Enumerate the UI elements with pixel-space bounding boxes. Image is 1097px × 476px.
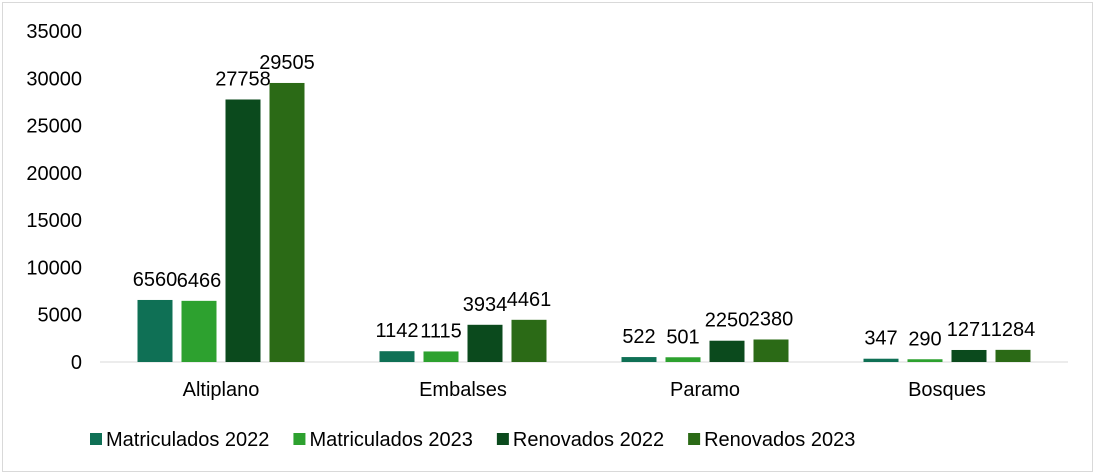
x-tick-label: Paramo: [670, 379, 740, 401]
bar: [951, 349, 987, 362]
bar: [753, 339, 789, 362]
bar: [709, 340, 745, 362]
y-tick-label: 0: [71, 352, 82, 374]
bar: [379, 351, 415, 362]
y-axis-tick-labels: 0 5000 10000 15000 20000 25000 30000 35000: [26, 21, 82, 374]
y-tick-label: 25000: [26, 116, 82, 138]
data-label: 290: [908, 328, 941, 350]
legend-label: Renovados 2022: [513, 429, 664, 451]
bar: [269, 82, 305, 362]
bar: [511, 319, 547, 362]
data-label: 2250: [705, 310, 750, 332]
data-label: 522: [622, 326, 655, 348]
bar: [225, 99, 261, 362]
legend-label: Matriculados 2023: [309, 429, 472, 451]
bar: [467, 324, 503, 362]
y-tick-label: 20000: [26, 163, 82, 185]
bar: [907, 359, 943, 362]
bar-series-group: [137, 82, 1031, 362]
y-tick-label: 5000: [38, 305, 83, 327]
data-label: 1115: [420, 320, 462, 342]
data-label: 501: [666, 326, 699, 348]
legend: Matriculados 2022 Matriculados 2023 Renova…: [90, 429, 855, 451]
x-tick-label: Embalses: [419, 379, 507, 401]
legend-label: Renovados 2023: [704, 429, 855, 451]
legend-swatch: [496, 433, 509, 445]
data-label: 3934: [463, 294, 508, 316]
data-label: 1284: [991, 319, 1036, 341]
y-tick-label: 30000: [26, 68, 82, 90]
data-label: 29505: [259, 52, 315, 74]
y-tick-label: 15000: [26, 210, 82, 232]
data-label: 4461: [507, 289, 552, 311]
legend-label: Matriculados 2022: [106, 429, 269, 451]
data-label: 6466: [177, 270, 222, 292]
data-label: 27758: [215, 68, 271, 90]
data-label: 1271: [947, 319, 992, 341]
x-tick-label: Altiplano: [183, 379, 260, 401]
data-label: 347: [864, 328, 897, 350]
bar: [863, 358, 899, 362]
legend-swatch: [293, 433, 306, 445]
bar: [995, 349, 1031, 362]
bar: [181, 300, 217, 362]
y-tick-label: 10000: [26, 257, 82, 279]
x-tick-label: Bosques: [908, 379, 986, 401]
data-label: 2380: [749, 308, 794, 330]
bar: [423, 351, 459, 362]
legend-swatch: [90, 433, 102, 445]
y-tick-label: 35000: [26, 21, 82, 43]
bar: [621, 357, 657, 362]
data-label: 6560: [133, 269, 178, 291]
bar: [137, 299, 173, 362]
data-label: 1142: [375, 320, 418, 342]
legend-swatch: [688, 433, 701, 445]
x-axis-tick-labels: Altiplano Embalses Paramo Bosques: [183, 379, 986, 401]
bar: [665, 357, 701, 362]
